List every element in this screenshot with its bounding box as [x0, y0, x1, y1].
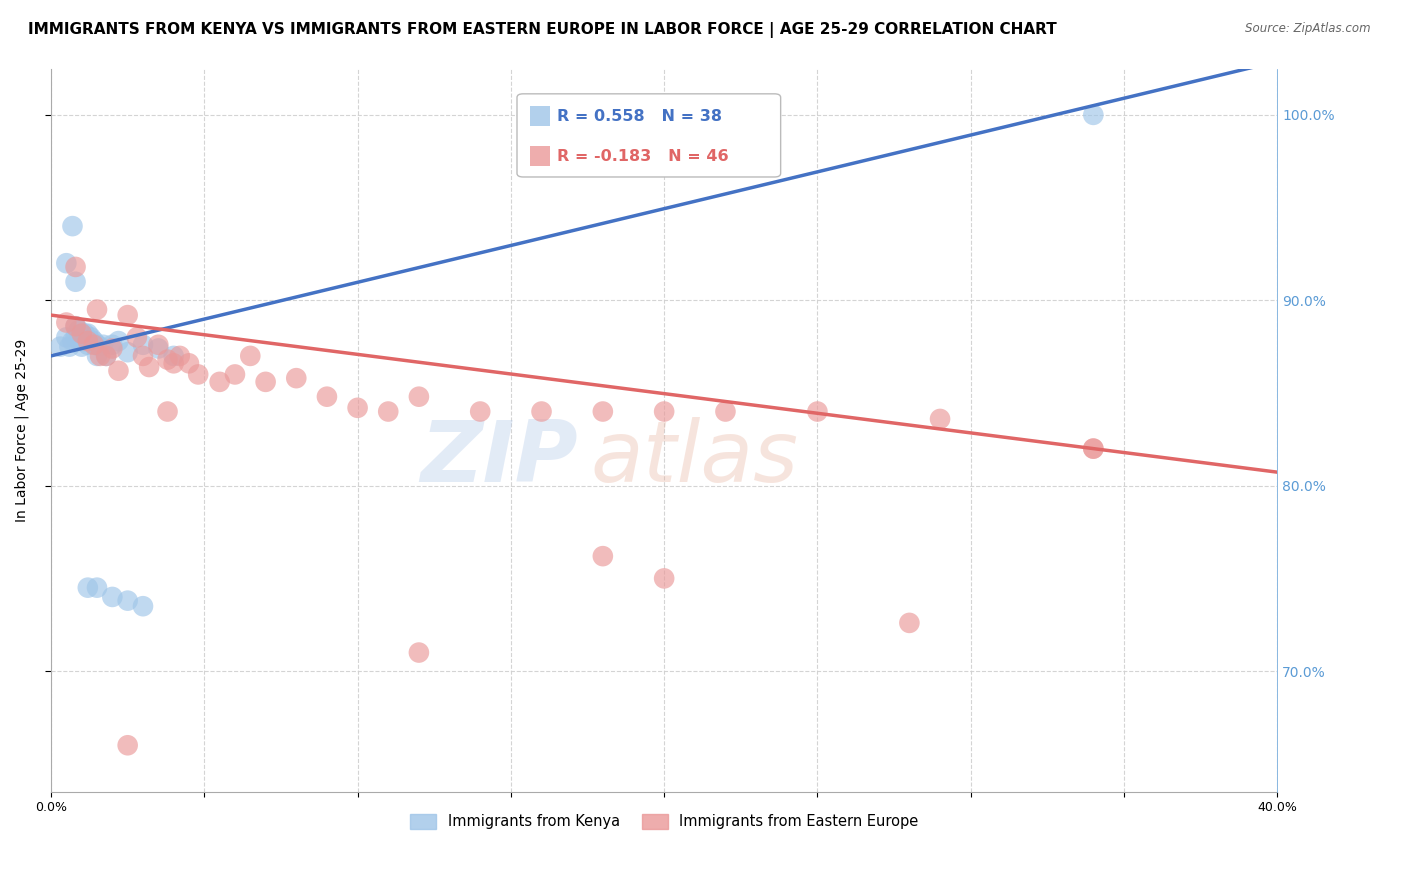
Point [96, 349, 118, 363]
Text: atlas: atlas [591, 417, 799, 500]
Point [346, 401, 368, 415]
Point [73, 326, 96, 341]
Point [80, 330, 103, 344]
Point [76, 581, 98, 595]
Point [83, 334, 105, 348]
Point [224, 368, 246, 382]
Point [408, 390, 430, 404]
Point [86, 581, 108, 595]
Point [55, 330, 77, 344]
Point [117, 593, 139, 607]
Point [132, 599, 155, 614]
Point [86, 302, 108, 317]
FancyBboxPatch shape [517, 94, 780, 177]
Point [239, 349, 262, 363]
Point [530, 404, 553, 418]
Point [177, 356, 200, 370]
Point [169, 349, 191, 363]
Point [132, 338, 155, 352]
Point [62, 219, 84, 233]
Point [73, 334, 96, 348]
Point [470, 404, 492, 418]
Point [89, 349, 111, 363]
Point [65, 275, 87, 289]
Point [70, 340, 93, 354]
Point [377, 404, 399, 418]
Point [65, 319, 87, 334]
Point [101, 590, 124, 604]
Point [1083, 442, 1105, 456]
Point [65, 260, 87, 274]
Point [107, 334, 129, 348]
Point [89, 340, 111, 354]
Point [138, 359, 160, 374]
Point [55, 316, 77, 330]
Point [101, 338, 124, 352]
Point [285, 371, 308, 385]
Point [187, 368, 209, 382]
Point [652, 404, 675, 418]
Point [592, 404, 614, 418]
Point [132, 349, 155, 363]
Text: Source: ZipAtlas.com: Source: ZipAtlas.com [1246, 22, 1371, 36]
Point [70, 326, 93, 341]
Point [156, 404, 179, 418]
Text: R = 0.558   N = 38: R = 0.558 N = 38 [557, 109, 723, 124]
Point [929, 412, 952, 426]
Point [806, 404, 828, 418]
Point [125, 330, 148, 344]
Point [86, 349, 108, 363]
Point [714, 404, 737, 418]
Point [148, 338, 170, 352]
Point [408, 646, 430, 660]
Point [163, 349, 186, 363]
Point [70, 334, 93, 348]
Point [254, 375, 277, 389]
Point [316, 390, 339, 404]
Point [107, 364, 129, 378]
Point [91, 338, 114, 352]
Point [70, 326, 93, 341]
Point [898, 615, 921, 630]
Point [1083, 108, 1105, 122]
Point [49, 340, 72, 354]
Point [117, 738, 139, 752]
Point [86, 338, 108, 352]
Y-axis label: In Labor Force | Age 25-29: In Labor Force | Age 25-29 [15, 338, 30, 522]
Point [65, 319, 87, 334]
Text: R = -0.183   N = 46: R = -0.183 N = 46 [557, 148, 730, 163]
Point [55, 256, 77, 270]
Point [67, 334, 90, 348]
Point [208, 375, 231, 389]
Point [58, 340, 80, 354]
Point [117, 308, 139, 322]
Point [652, 571, 675, 585]
Point [148, 342, 170, 356]
Text: ZIP: ZIP [420, 417, 578, 500]
Point [96, 349, 118, 363]
Point [156, 352, 179, 367]
Point [65, 330, 87, 344]
Point [80, 334, 103, 348]
Point [101, 342, 124, 356]
Point [83, 338, 105, 352]
Point [76, 338, 98, 352]
Bar [530, 146, 550, 166]
Point [1083, 442, 1105, 456]
Point [117, 345, 139, 359]
Bar [530, 106, 550, 127]
Point [76, 334, 98, 348]
Point [76, 326, 98, 341]
Point [592, 549, 614, 563]
Legend: Immigrants from Kenya, Immigrants from Eastern Europe: Immigrants from Kenya, Immigrants from E… [404, 808, 925, 835]
Point [67, 323, 90, 337]
Point [163, 356, 186, 370]
Point [62, 334, 84, 348]
Text: IMMIGRANTS FROM KENYA VS IMMIGRANTS FROM EASTERN EUROPE IN LABOR FORCE | AGE 25-: IMMIGRANTS FROM KENYA VS IMMIGRANTS FROM… [28, 22, 1057, 38]
